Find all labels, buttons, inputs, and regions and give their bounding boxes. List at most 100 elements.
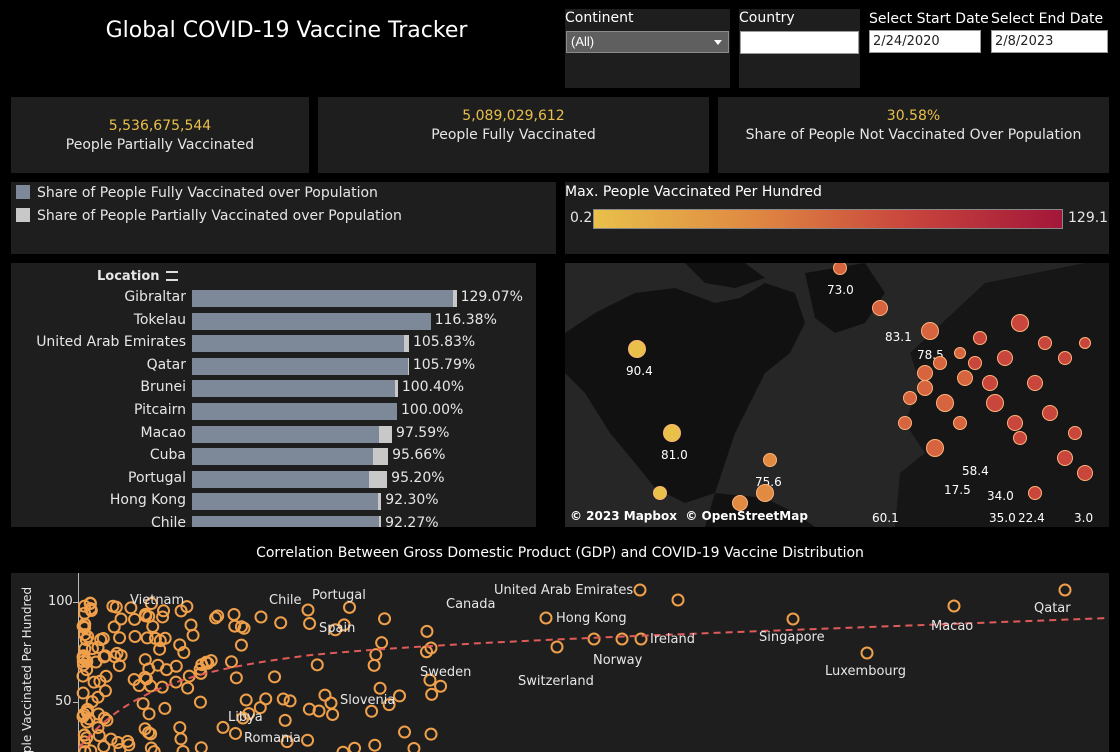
scatter-point[interactable] xyxy=(158,701,172,715)
scatter-point[interactable] xyxy=(80,731,94,745)
scatter-point[interactable] xyxy=(100,713,114,727)
map-bubble[interactable] xyxy=(628,340,646,358)
scatter-point[interactable] xyxy=(398,725,412,739)
scatter-point[interactable] xyxy=(239,693,253,707)
scatter-point[interactable] xyxy=(173,721,187,735)
scatter-point[interactable] xyxy=(539,611,553,625)
scatter-point[interactable] xyxy=(174,604,188,618)
map-bubble[interactable] xyxy=(1079,337,1091,349)
map-bubble[interactable] xyxy=(1027,375,1043,391)
scatter-point[interactable] xyxy=(142,726,156,740)
scatter-point[interactable] xyxy=(301,733,315,747)
scatter-point[interactable] xyxy=(114,612,128,626)
bar-partially-vaccinated[interactable] xyxy=(373,448,389,466)
bar-fully-vaccinated[interactable] xyxy=(192,470,370,488)
scatter-point[interactable] xyxy=(420,624,434,638)
scatter-point[interactable] xyxy=(92,729,106,743)
scatter-point[interactable] xyxy=(139,609,153,623)
scatter-point[interactable] xyxy=(378,612,392,626)
map-bubble[interactable] xyxy=(1028,486,1042,500)
scatter-point[interactable] xyxy=(84,744,98,752)
scatter-point[interactable] xyxy=(186,628,200,642)
scatter-point[interactable] xyxy=(424,641,438,655)
scatter-point[interactable] xyxy=(336,745,350,752)
scatter-point[interactable] xyxy=(234,638,248,652)
map-bubble[interactable] xyxy=(986,394,1004,412)
legend-item-partial[interactable]: Share of People Partially Vaccinated ove… xyxy=(16,208,402,224)
scatter-point[interactable] xyxy=(324,696,338,710)
scatter-point[interactable] xyxy=(303,616,317,630)
scatter-point[interactable] xyxy=(312,704,326,718)
map-bubble[interactable] xyxy=(1011,314,1029,332)
scatter-point[interactable] xyxy=(343,600,357,614)
scatter-point[interactable] xyxy=(153,634,167,648)
map-bubble[interactable] xyxy=(763,453,777,467)
scatter-point[interactable] xyxy=(237,621,251,635)
scatter-point[interactable] xyxy=(786,612,800,626)
scatter-point[interactable] xyxy=(140,631,154,645)
map-bubble[interactable] xyxy=(1007,415,1023,431)
scatter-point[interactable] xyxy=(268,670,282,684)
bar-fully-vaccinated[interactable] xyxy=(192,312,431,330)
bar-partially-vaccinated[interactable] xyxy=(369,470,388,488)
scatter-point[interactable] xyxy=(146,619,160,633)
scatter-point[interactable] xyxy=(127,672,141,686)
scatter-point[interactable] xyxy=(407,741,421,752)
scatter-point[interactable] xyxy=(615,632,629,646)
scatter-point[interactable] xyxy=(229,671,243,685)
scatter-point[interactable] xyxy=(301,603,315,617)
scatter-point[interactable] xyxy=(174,732,188,746)
scatter-point[interactable] xyxy=(193,695,207,709)
scatter-point[interactable] xyxy=(634,632,648,646)
scatter-point[interactable] xyxy=(91,690,105,704)
scatter-point[interactable] xyxy=(369,648,383,662)
scatter-plot[interactable] xyxy=(11,573,1109,752)
bar-fully-vaccinated[interactable] xyxy=(192,516,379,527)
continent-select[interactable]: (All) xyxy=(566,31,729,53)
scatter-point[interactable] xyxy=(425,687,439,701)
scatter-point[interactable] xyxy=(153,642,167,656)
scatter-point[interactable] xyxy=(91,640,105,654)
scatter-point[interactable] xyxy=(259,692,273,706)
scatter-point[interactable] xyxy=(194,741,208,752)
scatter-point[interactable] xyxy=(112,659,126,673)
scatter-point[interactable] xyxy=(227,607,241,621)
map-bubble[interactable] xyxy=(1058,351,1072,365)
end-date-input[interactable]: 2/8/2023 xyxy=(991,30,1108,53)
world-map[interactable]: 73.0 83.1 78.5 90.4 81.0 75.6 58.4 17.5 … xyxy=(565,263,1109,527)
scatter-point[interactable] xyxy=(633,583,647,597)
scatter-point[interactable] xyxy=(382,698,396,712)
scatter-point[interactable] xyxy=(142,707,156,721)
scatter-point[interactable] xyxy=(860,646,874,660)
scatter-point[interactable] xyxy=(228,726,242,740)
scatter-point[interactable] xyxy=(318,688,332,702)
legend-item-full[interactable]: Share of People Fully Vaccinated over Po… xyxy=(16,185,378,201)
scatter-point[interactable] xyxy=(393,689,407,703)
map-bubble[interactable] xyxy=(953,416,967,430)
bar-partially-vaccinated[interactable] xyxy=(404,335,409,353)
scatter-point[interactable] xyxy=(216,720,230,734)
scatter-point[interactable] xyxy=(224,655,238,669)
bar-chart-header[interactable]: Location xyxy=(97,269,179,284)
scatter-point[interactable] xyxy=(147,745,161,752)
map-bubble[interactable] xyxy=(954,347,966,359)
scatter-point[interactable] xyxy=(144,597,158,611)
map-bubble[interactable] xyxy=(653,486,667,500)
map-bubble[interactable] xyxy=(903,391,917,405)
scatter-point[interactable] xyxy=(671,593,685,607)
bar-fully-vaccinated[interactable] xyxy=(192,357,408,375)
bar-partially-vaccinated[interactable] xyxy=(395,380,398,398)
scatter-point[interactable] xyxy=(109,600,123,614)
scatter-point[interactable] xyxy=(423,673,437,687)
map-bubble[interactable] xyxy=(756,484,774,502)
scatter-point[interactable] xyxy=(283,694,297,708)
scatter-point[interactable] xyxy=(278,713,292,727)
scatter-point[interactable] xyxy=(80,702,94,716)
scatter-point[interactable] xyxy=(176,744,190,752)
map-bubble[interactable] xyxy=(663,424,681,442)
map-bubble[interactable] xyxy=(1038,336,1052,350)
scatter-point[interactable] xyxy=(155,680,169,694)
scatter-point[interactable] xyxy=(157,604,171,618)
scatter-point[interactable] xyxy=(365,704,379,718)
scatter-point[interactable] xyxy=(367,658,381,672)
